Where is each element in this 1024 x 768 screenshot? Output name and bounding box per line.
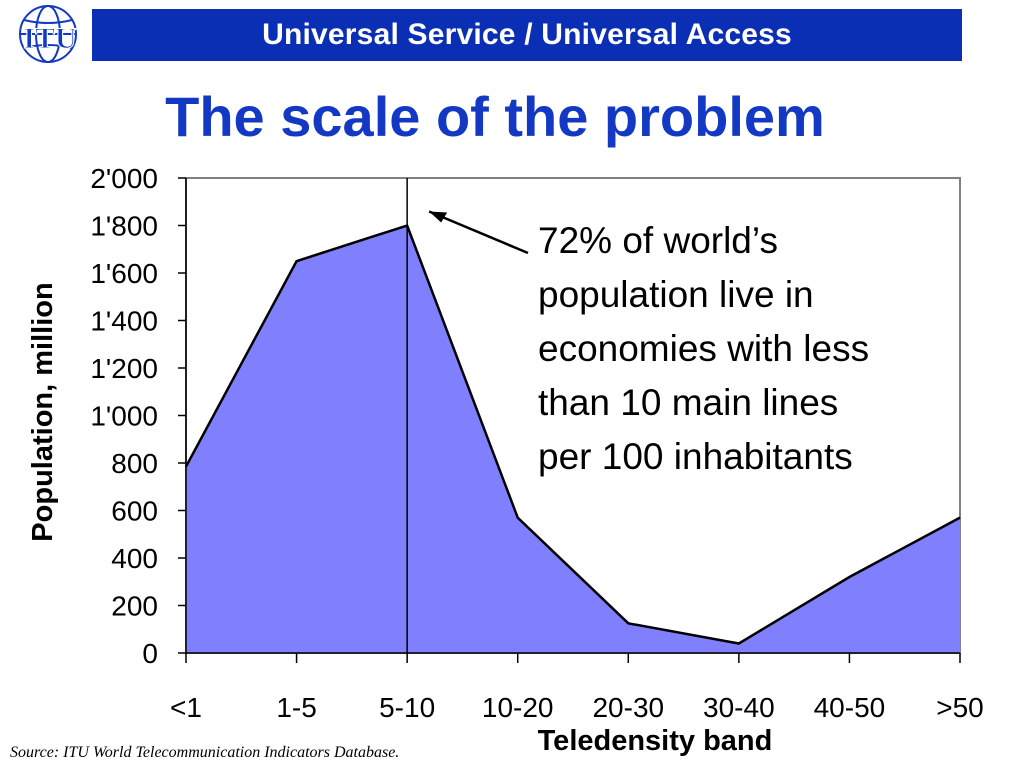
- x-tick-label: 1-5: [276, 692, 316, 723]
- annotation-arrow-head: [429, 211, 448, 223]
- x-tick-label: <1: [170, 692, 202, 723]
- y-tick-label: 1'600: [90, 258, 158, 289]
- x-tick-label: 20-30: [592, 692, 664, 723]
- y-tick-label: 1'200: [90, 353, 158, 384]
- x-axis-label: Teledensity band: [538, 725, 773, 757]
- y-tick-label: 0: [142, 638, 158, 669]
- header-bar: Universal Service / Universal Access: [92, 9, 962, 61]
- area-fill: [186, 225, 960, 653]
- x-tick-label: >50: [936, 692, 984, 723]
- area-outline: [184, 223, 961, 645]
- y-axis-label: Population, million: [27, 282, 59, 541]
- y-tick-label: 1'800: [90, 211, 158, 242]
- y-tick-label: 600: [111, 496, 158, 527]
- itu-logo: ITU: [19, 5, 77, 63]
- y-tick-label: 200: [111, 591, 158, 622]
- header-title: Universal Service / Universal Access: [262, 18, 792, 51]
- y-tick-label: 400: [111, 543, 158, 574]
- x-tick-label: 10-20: [482, 692, 554, 723]
- source-note: Source: ITU World Telecommunication Indi…: [10, 744, 400, 761]
- y-tick-label: 2'000: [90, 163, 158, 194]
- x-tick-label: 30-40: [703, 692, 775, 723]
- x-tick-label: 5-10: [379, 692, 435, 723]
- x-tick-label: 40-50: [814, 692, 886, 723]
- logo-text: ITU: [23, 22, 76, 55]
- globe-icon: [19, 5, 77, 63]
- annotation-text: 72% of world’s population live in econom…: [538, 220, 870, 477]
- y-tick-label: 1'400: [90, 306, 158, 337]
- annotation-arrow-line: [428, 210, 529, 255]
- slide-title: The scale of the problem: [165, 85, 825, 148]
- y-tick-label: 1'000: [90, 401, 158, 432]
- y-tick-label: 800: [111, 448, 158, 479]
